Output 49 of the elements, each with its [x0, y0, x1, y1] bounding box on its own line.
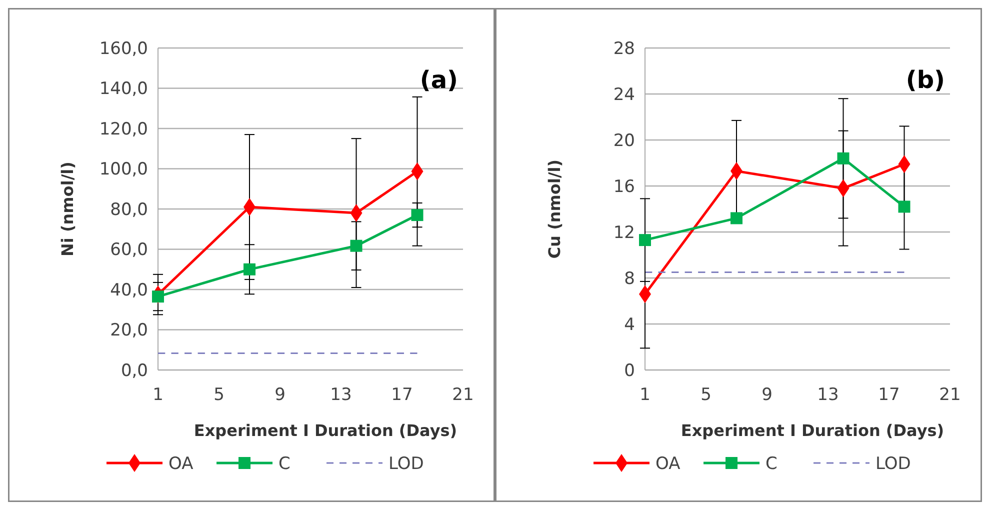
- legend-label: LOD: [876, 454, 911, 474]
- legend-label: LOD: [388, 454, 424, 474]
- x-tick-label: 13: [817, 385, 839, 405]
- x-tick-label: 17: [391, 385, 413, 405]
- x-tick-label: 13: [330, 385, 352, 405]
- y-tick-label: 60,0: [110, 240, 148, 260]
- y-tick-label: 140,0: [99, 79, 148, 100]
- y-axis-title: Ni (nmol/l): [58, 162, 77, 256]
- x-tick-label: 9: [274, 385, 286, 405]
- point: [152, 290, 164, 303]
- point: [898, 200, 910, 213]
- point: [837, 152, 850, 164]
- legend-label: OA: [656, 454, 681, 474]
- y-tick-label: 0: [624, 360, 635, 381]
- y-tick-label: 100,0: [99, 160, 148, 180]
- y-tick-label: 8: [624, 268, 635, 289]
- y-tick-label: 12: [613, 222, 635, 243]
- x-tick-label: 21: [452, 385, 474, 405]
- y-tick-label: 20,0: [110, 320, 148, 341]
- y-tick-label: 24: [613, 84, 635, 105]
- legend-label: OA: [168, 454, 194, 474]
- point: [244, 263, 256, 276]
- x-tick-label: 5: [214, 385, 224, 405]
- point: [639, 234, 651, 246]
- y-tick-label: 160,0: [99, 38, 148, 59]
- x-tick-label: 9: [762, 385, 772, 405]
- point: [730, 212, 742, 224]
- legend-label: C: [278, 454, 290, 474]
- x-axis-title: Experiment I Duration (Days): [194, 421, 458, 440]
- y-tick-label: 120,0: [99, 119, 148, 140]
- y-tick-label: 4: [624, 314, 635, 335]
- annotation: (b): [906, 66, 945, 94]
- y-tick-label: 20: [613, 130, 635, 151]
- x-axis-title: Experiment I Duration (Days): [680, 421, 944, 440]
- legend-label: C: [766, 454, 778, 474]
- y-tick-label: 0,0: [120, 360, 148, 381]
- x-tick-label: 1: [640, 385, 650, 405]
- annotation: (a): [420, 66, 458, 94]
- y-axis-title: Cu (nmol/l): [545, 159, 564, 259]
- x-tick-label: 17: [878, 385, 900, 405]
- x-tick-label: 21: [939, 385, 961, 405]
- point: [411, 209, 424, 222]
- y-tick-label: 40,0: [110, 280, 148, 300]
- point: [350, 240, 362, 252]
- y-tick-label: 28: [613, 38, 635, 59]
- x-tick-label: 1: [152, 385, 164, 405]
- y-tick-label: 80,0: [110, 200, 148, 220]
- x-tick-label: 5: [700, 385, 712, 405]
- y-tick-label: 16: [613, 176, 635, 197]
